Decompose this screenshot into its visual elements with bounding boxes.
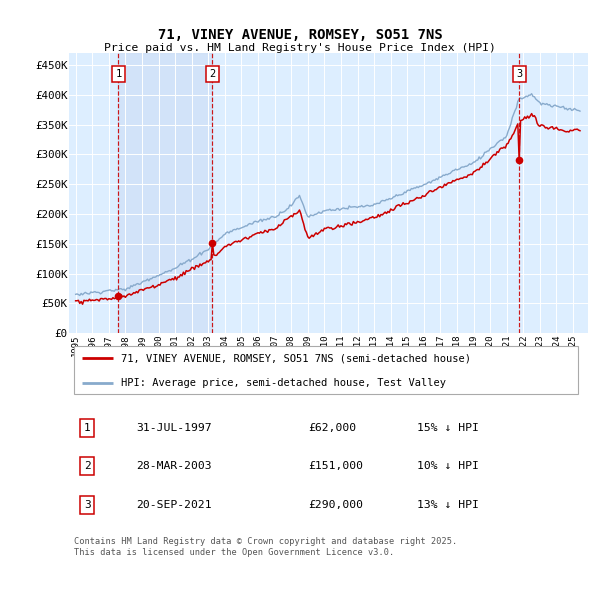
Text: Price paid vs. HM Land Registry's House Price Index (HPI): Price paid vs. HM Land Registry's House … [104, 43, 496, 53]
Text: 3: 3 [84, 500, 91, 510]
Text: 71, VINEY AVENUE, ROMSEY, SO51 7NS (semi-detached house): 71, VINEY AVENUE, ROMSEY, SO51 7NS (semi… [121, 353, 471, 363]
Text: £290,000: £290,000 [308, 500, 363, 510]
Text: HPI: Average price, semi-detached house, Test Valley: HPI: Average price, semi-detached house,… [121, 378, 446, 388]
FancyBboxPatch shape [74, 346, 578, 394]
Text: 15% ↓ HPI: 15% ↓ HPI [417, 423, 479, 433]
Text: 28-MAR-2003: 28-MAR-2003 [136, 461, 212, 471]
Text: 2: 2 [84, 461, 91, 471]
Text: £62,000: £62,000 [308, 423, 356, 433]
Text: 1: 1 [84, 423, 91, 433]
Text: 13% ↓ HPI: 13% ↓ HPI [417, 500, 479, 510]
Text: Contains HM Land Registry data © Crown copyright and database right 2025.
This d: Contains HM Land Registry data © Crown c… [74, 537, 457, 557]
Text: 10% ↓ HPI: 10% ↓ HPI [417, 461, 479, 471]
Text: 31-JUL-1997: 31-JUL-1997 [136, 423, 212, 433]
Text: £151,000: £151,000 [308, 461, 363, 471]
Text: 3: 3 [516, 69, 523, 79]
Text: 2: 2 [209, 69, 215, 79]
Bar [118, 53, 212, 333]
Text: 20-SEP-2021: 20-SEP-2021 [136, 500, 212, 510]
Text: 1: 1 [115, 69, 122, 79]
Text: 71, VINEY AVENUE, ROMSEY, SO51 7NS: 71, VINEY AVENUE, ROMSEY, SO51 7NS [158, 28, 442, 42]
